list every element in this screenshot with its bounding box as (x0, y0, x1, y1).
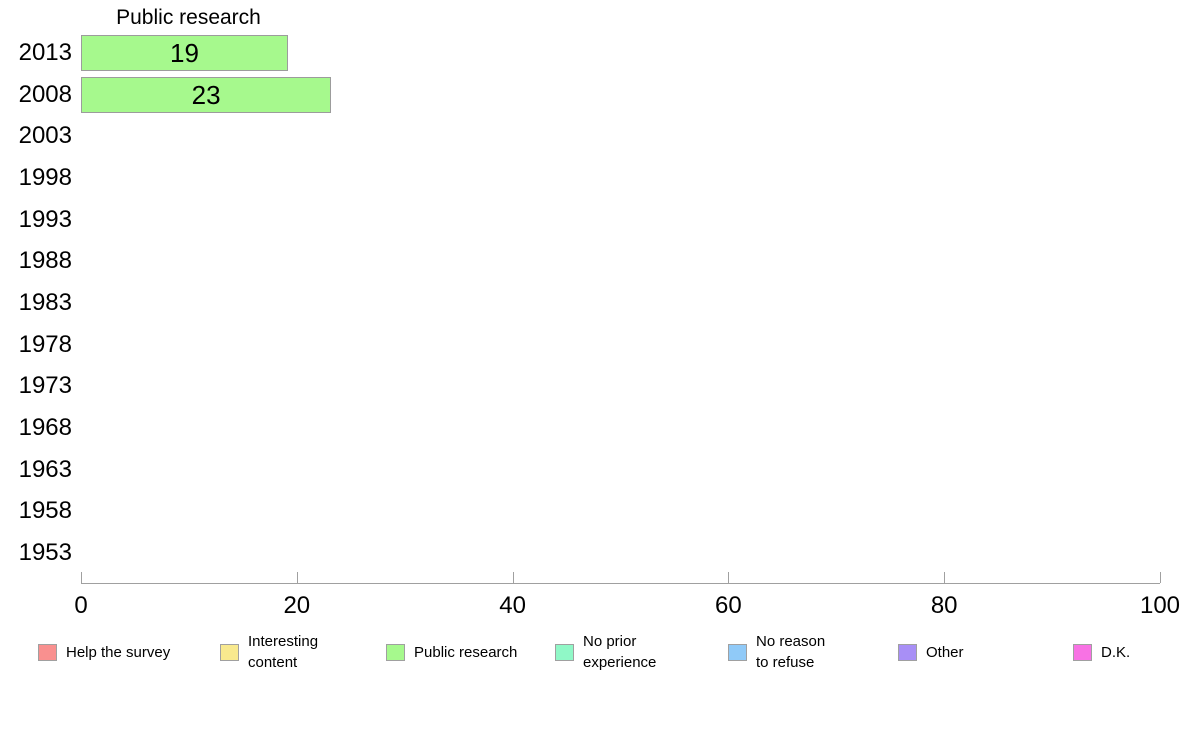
legend-swatch (898, 643, 917, 661)
chart-row: 1993 (0, 199, 1160, 241)
bar-track (81, 532, 1160, 574)
y-tick-label: 2008 (18, 80, 72, 108)
x-tick-mark (1160, 572, 1161, 583)
x-tick-label: 100 (1139, 592, 1181, 619)
legend-swatch (386, 643, 405, 661)
y-tick-label: 1978 (18, 330, 72, 358)
x-tick-label: 20 (283, 592, 311, 619)
y-tick-label: 2013 (18, 38, 72, 66)
y-tick-label: 1998 (18, 163, 72, 191)
legend-label: No prior experience (583, 633, 657, 671)
y-tick-label: 1988 (18, 247, 72, 275)
chart-row: 1998 (0, 157, 1160, 199)
plot-area: 2013 19 2008 23 2003 1998 1993 (0, 32, 1160, 574)
chart-row: 1968 (0, 407, 1160, 449)
legend-swatch (555, 643, 574, 661)
x-axis-labels: 0 20 40 60 80 100 (74, 592, 1180, 620)
x-tick-mark (512, 572, 514, 583)
bar-track (81, 324, 1160, 366)
x-tick-mark (296, 572, 298, 583)
bar-track (81, 491, 1160, 533)
y-tick-label: 2003 (18, 122, 72, 150)
legend-item-no-prior-experience: No prior experience (555, 629, 656, 675)
y-tick-label: 1968 (18, 414, 72, 442)
legend-item-help-the-survey: Help the survey (38, 629, 170, 675)
chart-row: 1958 (0, 491, 1160, 533)
bar-track (81, 199, 1160, 241)
chart-row: 1953 (0, 532, 1160, 574)
legend-swatch (728, 643, 747, 661)
bar-2013: 19 (81, 34, 288, 71)
y-tick-label: 1958 (18, 497, 72, 525)
legend: Help the survey Interesting content Publ… (0, 629, 1188, 675)
y-tick-label: 1963 (18, 455, 72, 483)
bar-track (81, 407, 1160, 449)
legend-label: No reason to refuse (756, 633, 826, 671)
legend-item-other: Other (898, 629, 964, 675)
legend-label: Help the survey (66, 643, 171, 661)
y-tick-label: 1953 (18, 539, 72, 567)
legend-swatch (220, 643, 239, 661)
legend-item-no-reason-to-refuse: No reason to refuse (728, 629, 825, 675)
x-axis-line (81, 583, 1160, 584)
x-tick-mark (81, 572, 82, 583)
x-axis-ticks (81, 572, 1161, 583)
x-tick-label: 40 (499, 592, 526, 619)
chart-row: 2008 23 (0, 74, 1160, 116)
y-tick-label: 1983 (18, 288, 72, 316)
legend-item-public-research: Public research (386, 629, 517, 675)
bar-value-label: 19 (170, 37, 199, 68)
chart-row: 2013 19 (0, 32, 1160, 74)
bar-2008: 23 (81, 76, 332, 113)
bar-track (81, 366, 1160, 408)
x-tick-mark (944, 572, 946, 583)
legend-label: Other (926, 643, 964, 661)
x-tick-mark (728, 572, 730, 583)
bar-track (81, 449, 1160, 491)
legend-label: D.K. (1101, 643, 1131, 661)
bar-track: 19 (81, 32, 1160, 74)
bar-track (81, 115, 1160, 157)
chart-row: 1983 (0, 282, 1160, 324)
x-tick-label: 60 (715, 592, 742, 619)
legend-item-dk: D.K. (1073, 629, 1130, 675)
chart-row: 2003 (0, 115, 1160, 157)
chart-row: 1963 (0, 449, 1160, 491)
chart-row: 1988 (0, 240, 1160, 282)
bar-track: 23 (81, 74, 1160, 116)
bar-value-label: 23 (191, 79, 221, 110)
y-tick-label: 1993 (18, 205, 72, 233)
legend-swatch (1073, 643, 1092, 661)
x-tick-label: 0 (74, 592, 88, 619)
chart-row: 1973 (0, 366, 1160, 408)
bar-track (81, 240, 1160, 282)
chart-title: Public research (116, 6, 261, 29)
legend-label: Interesting content (248, 633, 319, 671)
legend-item-interesting-content: Interesting content (220, 629, 318, 675)
legend-label: Public research (414, 643, 518, 661)
x-tick-label: 80 (930, 592, 958, 619)
chart-row: 1978 (0, 324, 1160, 366)
y-tick-label: 1973 (18, 372, 72, 400)
legend-swatch (38, 643, 57, 661)
bar-track (81, 157, 1160, 199)
bar-track (81, 282, 1160, 324)
